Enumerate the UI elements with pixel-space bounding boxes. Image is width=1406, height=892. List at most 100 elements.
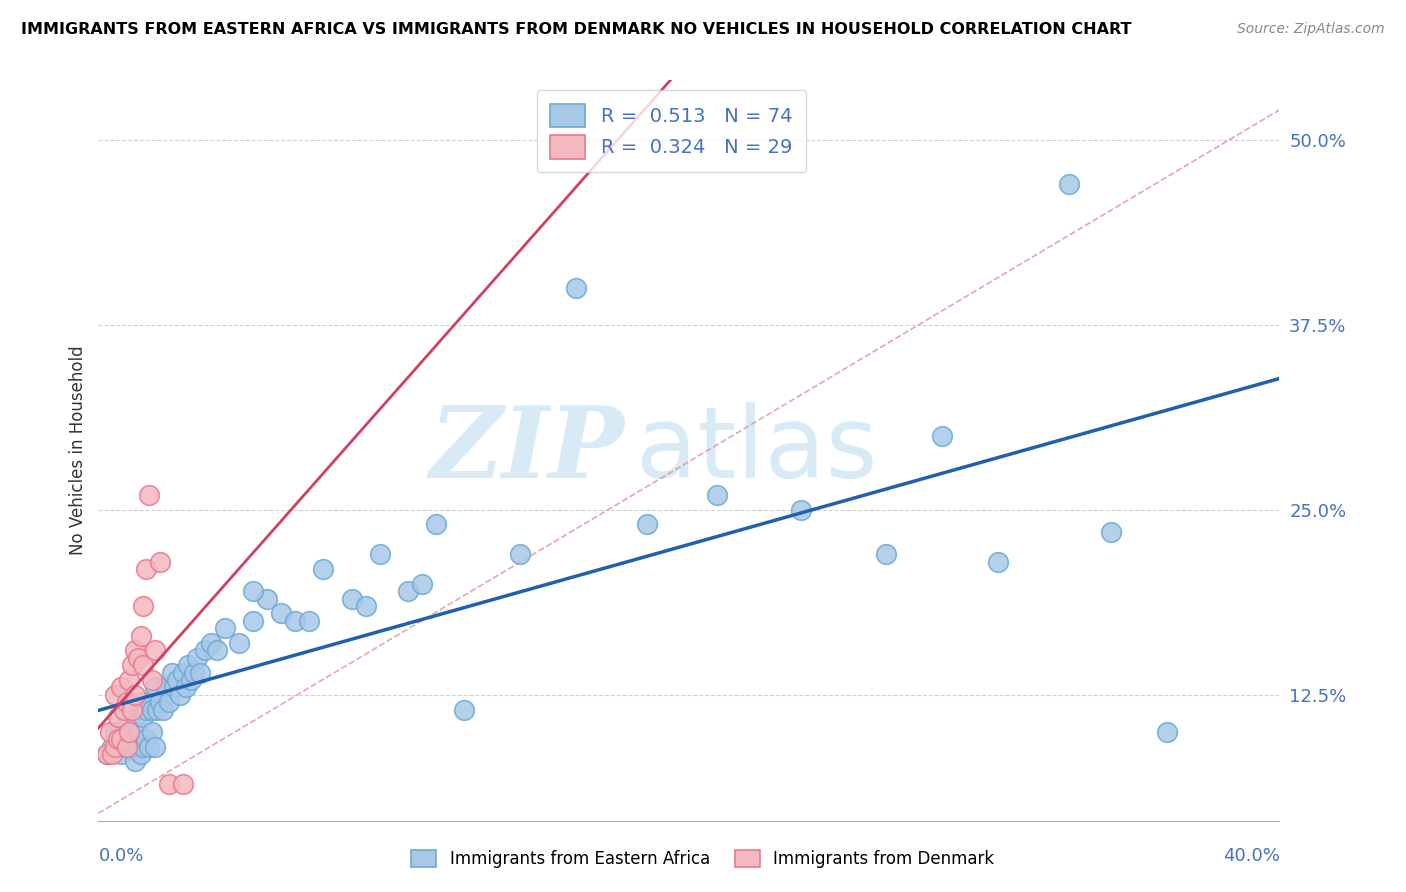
Point <box>118 673 141 687</box>
Point <box>368 547 391 561</box>
Point <box>143 643 166 657</box>
Point <box>101 747 124 761</box>
Point <box>110 747 132 761</box>
Point <box>1099 524 1122 539</box>
Point <box>98 724 121 739</box>
Point <box>124 755 146 769</box>
Point <box>152 703 174 717</box>
Point <box>163 681 186 695</box>
Point <box>205 643 228 657</box>
Point <box>127 724 149 739</box>
Point <box>146 703 169 717</box>
Point <box>138 739 160 754</box>
Point <box>132 658 155 673</box>
Point <box>169 688 191 702</box>
Text: 40.0%: 40.0% <box>1223 847 1279 865</box>
Point <box>340 591 363 606</box>
Point <box>194 643 217 657</box>
Point <box>298 614 321 628</box>
Point <box>104 688 127 702</box>
Point <box>706 488 728 502</box>
Point <box>118 695 141 709</box>
Point <box>112 739 135 754</box>
Point <box>132 739 155 754</box>
Point <box>96 747 118 761</box>
Point <box>132 599 155 613</box>
Point <box>256 591 278 606</box>
Point <box>453 703 475 717</box>
Point <box>118 724 141 739</box>
Point <box>129 695 152 709</box>
Text: 0.0%: 0.0% <box>98 847 143 865</box>
Point <box>565 280 588 294</box>
Point <box>411 576 433 591</box>
Point <box>200 636 222 650</box>
Point <box>931 428 953 442</box>
Point <box>115 732 138 747</box>
Point <box>180 673 202 687</box>
Point <box>124 643 146 657</box>
Point <box>124 710 146 724</box>
Point <box>96 747 118 761</box>
Point <box>425 517 447 532</box>
Point <box>121 703 143 717</box>
Point <box>115 710 138 724</box>
Point <box>155 681 177 695</box>
Point <box>242 584 264 599</box>
Point <box>174 681 197 695</box>
Point <box>141 724 163 739</box>
Point <box>636 517 658 532</box>
Text: IMMIGRANTS FROM EASTERN AFRICA VS IMMIGRANTS FROM DENMARK NO VEHICLES IN HOUSEHO: IMMIGRANTS FROM EASTERN AFRICA VS IMMIGR… <box>21 22 1132 37</box>
Point <box>1057 177 1080 191</box>
Point <box>177 658 200 673</box>
Point <box>143 681 166 695</box>
Point <box>214 621 236 635</box>
Point <box>228 636 250 650</box>
Point <box>115 695 138 709</box>
Point <box>129 628 152 642</box>
Point <box>127 650 149 665</box>
Point <box>242 614 264 628</box>
Point <box>135 732 157 747</box>
Point <box>354 599 377 613</box>
Text: atlas: atlas <box>636 402 877 499</box>
Point <box>110 732 132 747</box>
Legend: Immigrants from Eastern Africa, Immigrants from Denmark: Immigrants from Eastern Africa, Immigran… <box>405 843 1001 875</box>
Point <box>875 547 897 561</box>
Text: Source: ZipAtlas.com: Source: ZipAtlas.com <box>1237 22 1385 37</box>
Text: ZIP: ZIP <box>429 402 624 499</box>
Point <box>121 658 143 673</box>
Point <box>104 724 127 739</box>
Point <box>121 739 143 754</box>
Y-axis label: No Vehicles in Household: No Vehicles in Household <box>69 345 87 556</box>
Point <box>396 584 419 599</box>
Point <box>186 650 208 665</box>
Point <box>1156 724 1178 739</box>
Point <box>132 710 155 724</box>
Point <box>129 747 152 761</box>
Point <box>107 710 129 724</box>
Point <box>509 547 531 561</box>
Point <box>160 665 183 680</box>
Point <box>141 673 163 687</box>
Point <box>104 739 127 754</box>
Point <box>127 739 149 754</box>
Point <box>124 688 146 702</box>
Point <box>110 681 132 695</box>
Point <box>138 695 160 709</box>
Point <box>157 776 180 791</box>
Point <box>172 665 194 680</box>
Point <box>141 703 163 717</box>
Point <box>138 488 160 502</box>
Point <box>149 695 172 709</box>
Point <box>115 739 138 754</box>
Legend: R =  0.513   N = 74, R =  0.324   N = 29: R = 0.513 N = 74, R = 0.324 N = 29 <box>537 90 806 172</box>
Point <box>118 724 141 739</box>
Point <box>183 665 205 680</box>
Point <box>172 776 194 791</box>
Point <box>149 554 172 569</box>
Point <box>112 703 135 717</box>
Point <box>270 607 292 621</box>
Point <box>143 739 166 754</box>
Point <box>157 695 180 709</box>
